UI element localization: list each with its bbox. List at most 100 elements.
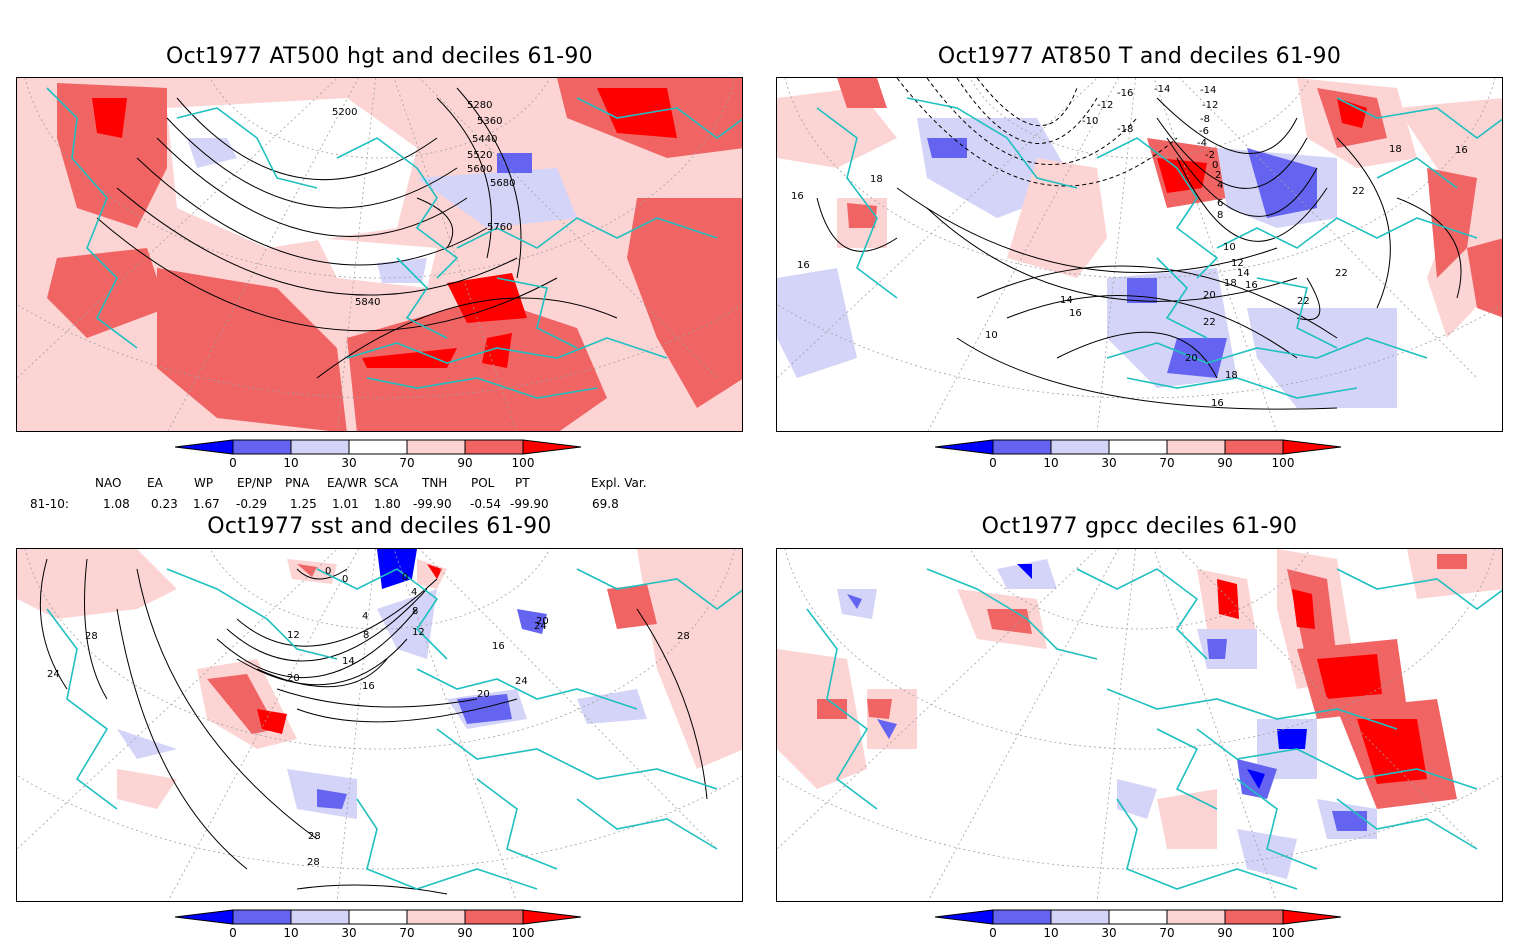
colorbar-segment xyxy=(348,439,408,455)
index-value: 0.23 xyxy=(151,497,178,511)
index-value: -99.90 xyxy=(510,497,549,511)
index-header: POL xyxy=(471,476,495,490)
panel-title-4: Oct1977 gpcc deciles 61-90 xyxy=(981,514,1298,539)
contour-label: 5760 xyxy=(487,222,512,233)
contour-label: 8 xyxy=(1217,210,1223,221)
contour-label: 16 xyxy=(797,260,810,271)
colorbar-tick-label: 90 xyxy=(457,926,472,940)
contour-label: -14 xyxy=(1154,84,1170,95)
contour-label: 8 xyxy=(363,630,369,641)
contour-label: 0 xyxy=(325,566,331,577)
contour-label: 18 xyxy=(870,174,883,185)
contour-label: -12 xyxy=(1202,100,1218,111)
contour-label: 14 xyxy=(1060,295,1073,306)
colorbar-tick-label: 10 xyxy=(1043,456,1058,470)
index-header: PT xyxy=(515,476,530,490)
colorbar-segment xyxy=(464,909,524,925)
colorbar-tick-label: 30 xyxy=(1101,456,1116,470)
colorbar-tick-label: 0 xyxy=(229,926,237,940)
contour-label: 12 xyxy=(287,630,300,641)
contour-label: 16 xyxy=(492,641,505,652)
colorbar-segment xyxy=(992,909,1052,925)
colorbar-tick-label: 30 xyxy=(341,456,356,470)
contour-label: 0 xyxy=(342,574,348,585)
contour-label: 14 xyxy=(342,656,355,667)
colorbar-2: 0 10 30 70 90 100 xyxy=(935,438,1347,478)
colorbar-tick-label: 10 xyxy=(1043,926,1058,940)
contour-label: -4 xyxy=(1197,138,1207,149)
index-value: -99.90 xyxy=(413,497,452,511)
colorbar-arrow-low xyxy=(175,439,234,455)
contour-label: 5200 xyxy=(332,107,357,118)
index-value: 69.8 xyxy=(592,497,619,511)
colorbar-tick-label: 100 xyxy=(1272,926,1295,940)
colorbar-arrow-high xyxy=(522,909,582,925)
colorbar-arrow-low xyxy=(175,909,234,925)
contour-label: 12 xyxy=(1231,258,1244,269)
index-value: 1.01 xyxy=(332,497,359,511)
colorbar-arrow-low xyxy=(935,909,994,925)
contour-label: 20 xyxy=(287,673,300,684)
contour-label: 28 xyxy=(307,857,320,868)
contour-label: 16 xyxy=(362,681,375,692)
colorbar-tick-label: 30 xyxy=(1101,926,1116,940)
colorbar-segment xyxy=(1108,909,1168,925)
contour-label: 5840 xyxy=(355,297,380,308)
index-value: 1.25 xyxy=(290,497,317,511)
colorbar-tick-label: 70 xyxy=(1159,926,1174,940)
panel-title-3: Oct1977 sst and deciles 61-90 xyxy=(207,514,552,539)
contour-label: -14 xyxy=(1200,85,1216,96)
contour-label: 24 xyxy=(534,621,547,632)
colorbar-segment xyxy=(1108,439,1168,455)
contour-label: -12 xyxy=(1097,100,1113,111)
map-panel-1: 5200 5280 5360 5440 5520 5600 5680 5760 5840 xyxy=(16,77,743,432)
colorbar-segment xyxy=(992,439,1052,455)
contour-label: 22 xyxy=(1297,296,1310,307)
contour-label: 18 xyxy=(1225,370,1238,381)
colorbar-1: 0 10 30 70 90 100 xyxy=(175,438,587,478)
contour-label: 28 xyxy=(677,631,690,642)
contour-label: 6 xyxy=(1217,198,1223,209)
index-header: NAO xyxy=(95,476,122,490)
colorbar-tick-label: 30 xyxy=(341,926,356,940)
contour-label: 16 xyxy=(1069,308,1082,319)
contour-label: 20 xyxy=(1185,353,1198,364)
colorbar-segment xyxy=(232,439,292,455)
contour-label: 4 xyxy=(411,587,417,598)
index-value: 1.80 xyxy=(374,497,401,511)
index-header: WP xyxy=(194,476,214,490)
contour-label: 5520 xyxy=(467,150,492,161)
colorbar-tick-label: 100 xyxy=(512,926,535,940)
contour-label: -6 xyxy=(1199,126,1209,137)
contour-label: -16 xyxy=(1117,88,1133,99)
panel-title-2: Oct1977 AT850 T and deciles 61-90 xyxy=(937,44,1342,69)
index-header: Expl. Var. xyxy=(591,476,647,490)
index-header: SCA xyxy=(374,476,399,490)
colorbar-arrow-low xyxy=(935,439,994,455)
colorbar-tick-label: 90 xyxy=(1217,456,1232,470)
colorbar-tick-label: 0 xyxy=(989,926,997,940)
colorbar-tick-label: 100 xyxy=(512,456,535,470)
contour-label: 20 xyxy=(1203,290,1216,301)
contour-label: -8 xyxy=(1200,114,1210,125)
colorbar-segment xyxy=(1166,439,1226,455)
contour-label: -18 xyxy=(1117,124,1133,135)
colorbar-tick-label: 90 xyxy=(457,456,472,470)
index-header: TNH xyxy=(422,476,448,490)
contour-label: 8 xyxy=(412,606,418,617)
contour-label: 28 xyxy=(308,831,321,842)
contour-label: 10 xyxy=(985,330,998,341)
contour-label: -2 xyxy=(1205,150,1215,161)
index-header: EA xyxy=(147,476,163,490)
colorbar-3: 0 10 30 70 90 100 xyxy=(175,908,587,948)
colorbar-tick-label: 90 xyxy=(1217,926,1232,940)
contour-label: 0 xyxy=(1212,160,1218,171)
colorbar-segment xyxy=(348,909,408,925)
colorbar-segment xyxy=(464,439,524,455)
index-header: EA/WR xyxy=(327,476,368,490)
colorbar-arrow-high xyxy=(522,439,582,455)
colorbar-tick-label: 0 xyxy=(989,456,997,470)
colorbar-segment xyxy=(1050,909,1110,925)
colorbar-segment xyxy=(290,909,350,925)
contour-label: 0 xyxy=(402,572,408,583)
